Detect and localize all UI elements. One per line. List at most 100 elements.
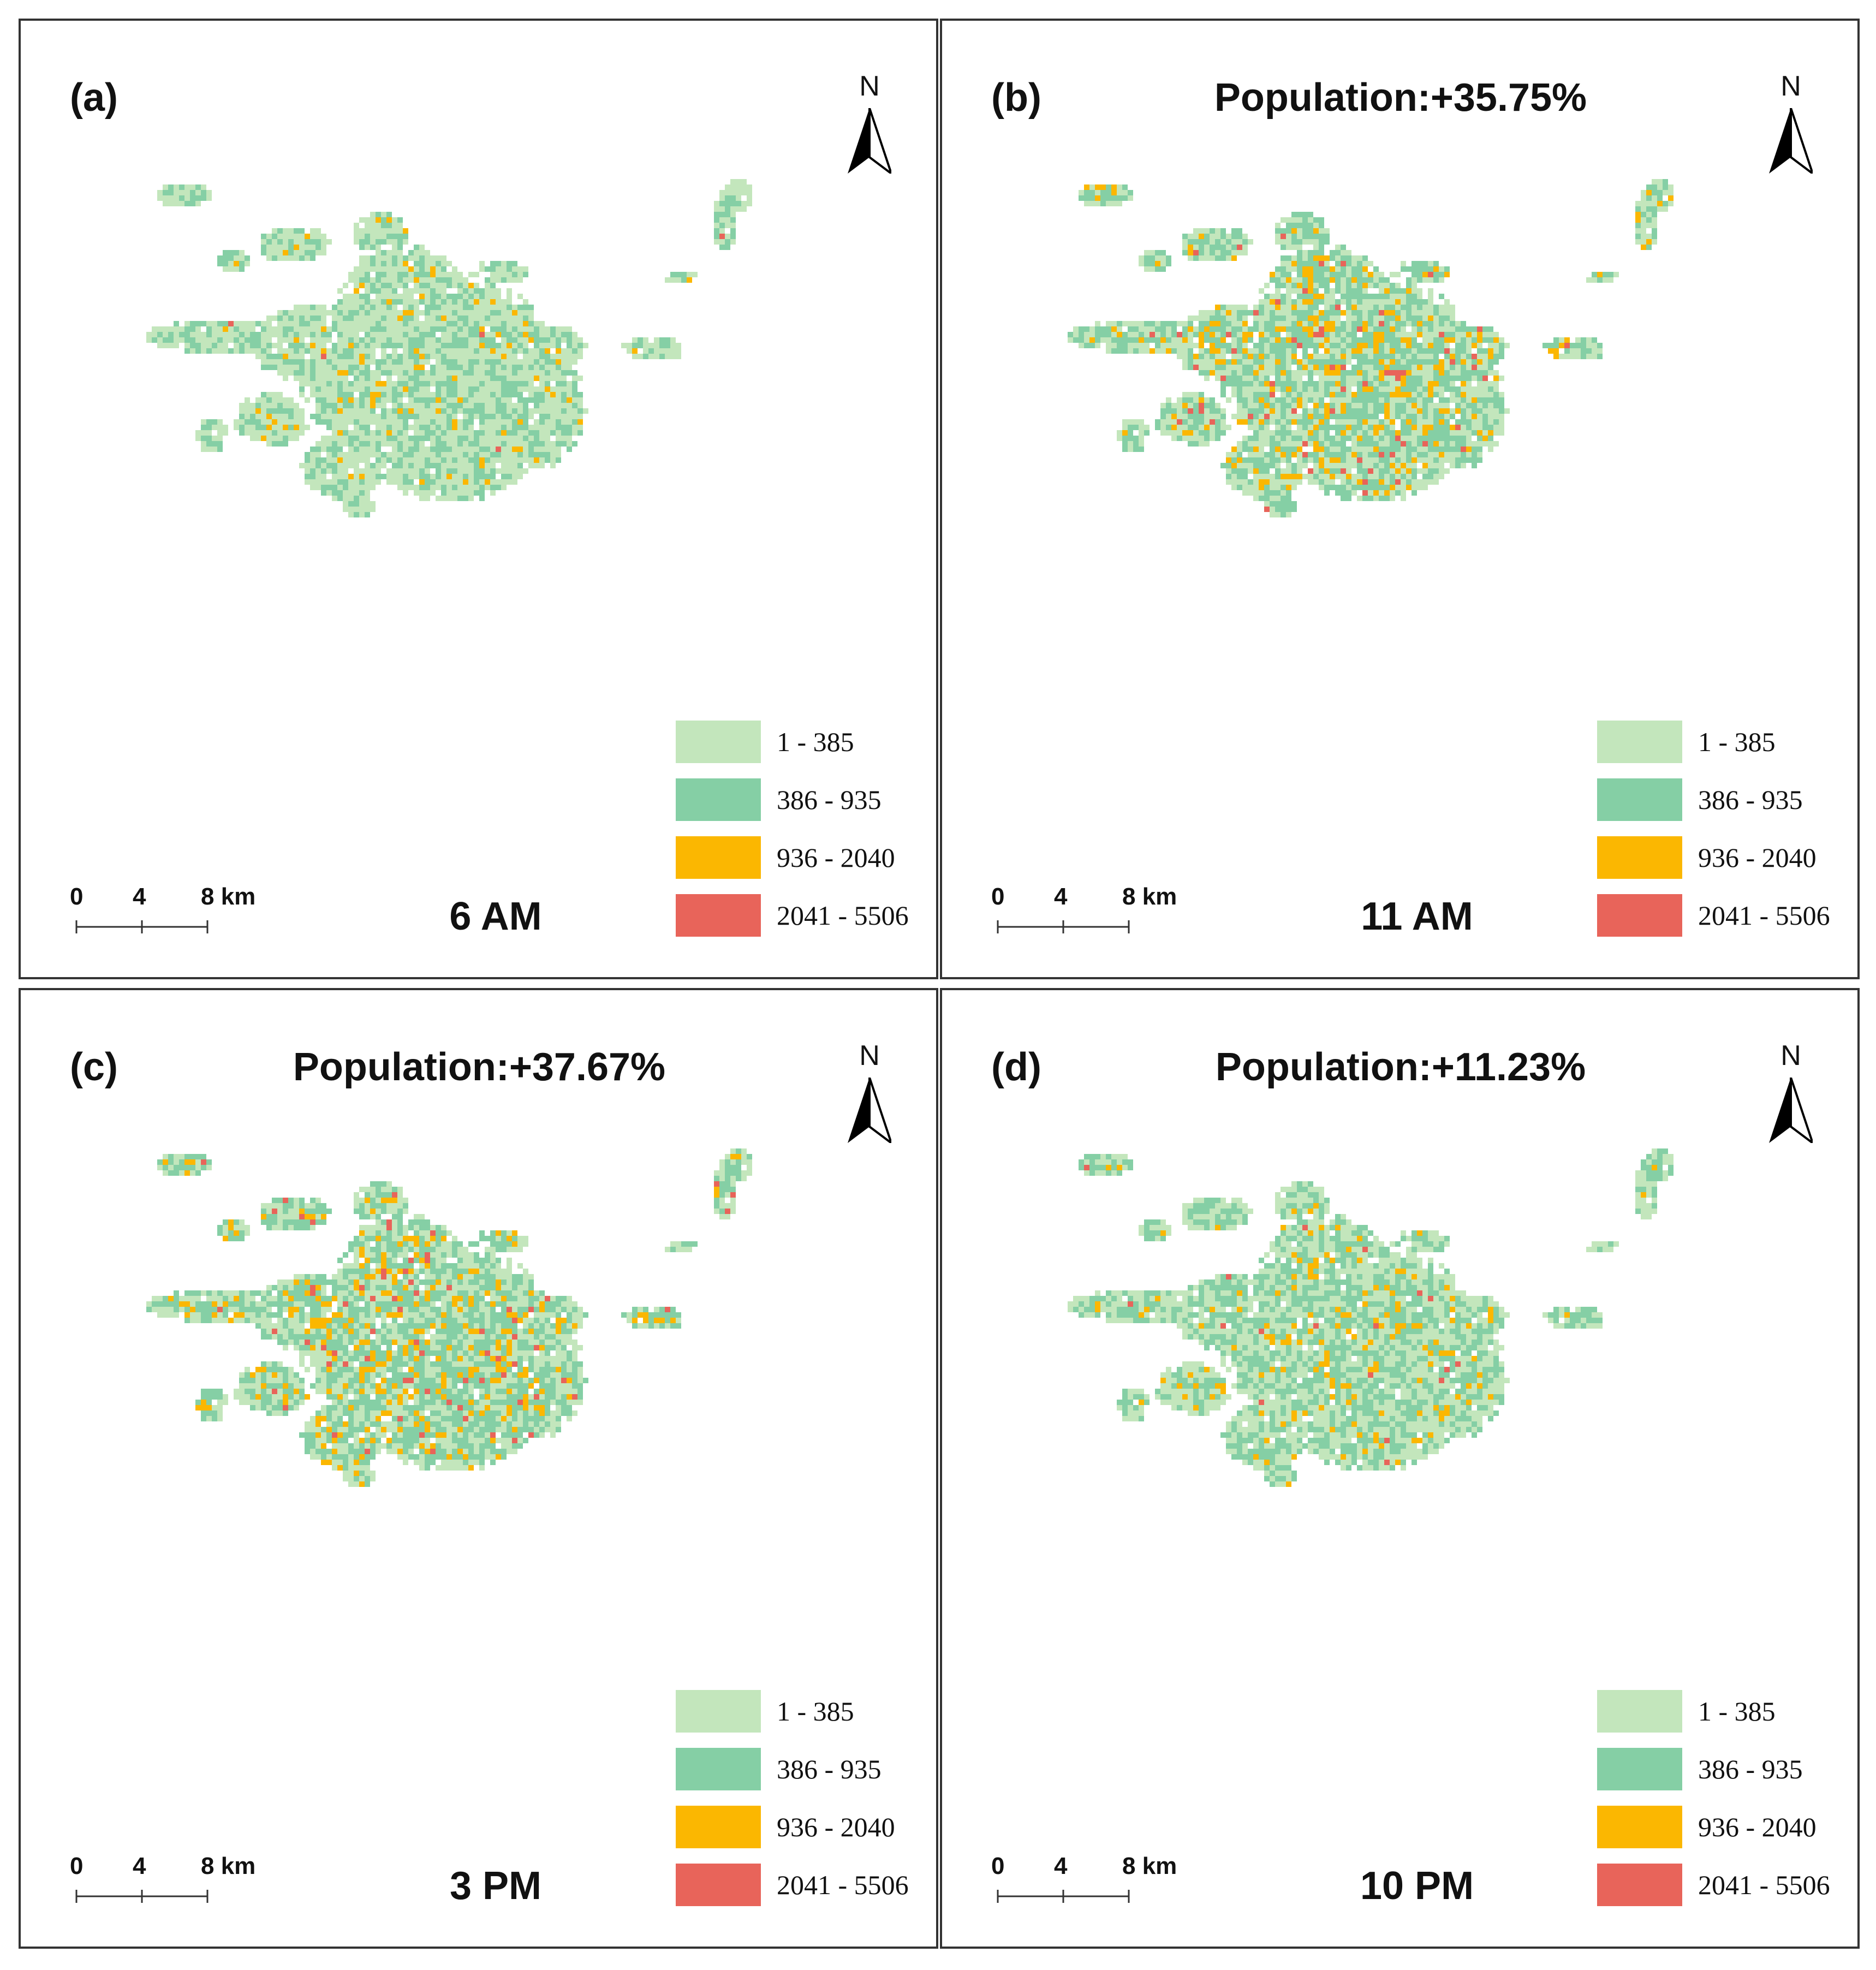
grid-cell <box>1259 436 1264 441</box>
grid-cell <box>288 321 294 326</box>
grid-cell <box>463 474 468 479</box>
grid-cell <box>1220 430 1226 436</box>
grid-cell <box>1226 255 1231 261</box>
grid-cell <box>627 343 632 348</box>
grid-cell <box>1362 403 1368 408</box>
grid-cell <box>419 457 425 463</box>
grid-cell <box>747 190 752 195</box>
grid-cell <box>692 272 698 277</box>
grid-cell <box>1455 441 1461 447</box>
grid-cell <box>1346 430 1351 436</box>
grid-cell <box>195 184 201 190</box>
grid-cell <box>1384 294 1390 299</box>
grid-cell <box>490 403 496 408</box>
grid-cell <box>1373 386 1379 392</box>
grid-cell <box>294 310 299 316</box>
grid-cell <box>1461 359 1466 365</box>
grid-cell <box>1412 414 1417 419</box>
grid-cell <box>1242 381 1248 386</box>
grid-cell <box>1308 228 1313 234</box>
grid-cell <box>479 463 485 468</box>
grid-cell <box>332 343 337 348</box>
grid-cell <box>501 310 507 316</box>
grid-cell <box>1286 376 1291 381</box>
grid-cell <box>310 239 315 245</box>
grid-cell <box>523 359 528 365</box>
grid-cell <box>1433 332 1439 337</box>
grid-cell <box>1564 348 1570 354</box>
grid-cell <box>1122 419 1128 425</box>
grid-cell <box>512 337 517 343</box>
grid-cell <box>223 261 228 266</box>
grid-cell <box>1231 239 1237 245</box>
grid-cell <box>381 343 386 348</box>
grid-cell <box>326 425 332 430</box>
grid-cell <box>1111 195 1117 201</box>
grid-cell <box>1357 463 1362 468</box>
grid-cell <box>299 354 305 359</box>
grid-cell <box>1335 474 1341 479</box>
grid-cell <box>1324 337 1330 343</box>
grid-cell <box>277 403 283 408</box>
grid-cell <box>425 447 430 452</box>
grid-cell <box>283 430 288 436</box>
grid-cell <box>1341 272 1346 277</box>
grid-cell <box>539 381 545 386</box>
grid-cell <box>1439 343 1444 348</box>
grid-cell <box>326 463 332 468</box>
grid-cell <box>736 1148 741 1154</box>
grid-cell <box>1450 463 1455 468</box>
grid-cell <box>550 343 556 348</box>
grid-cell <box>1586 348 1592 354</box>
grid-cell <box>1242 376 1248 381</box>
grid-cell <box>1253 408 1259 414</box>
grid-cell <box>1412 321 1417 326</box>
grid-cell <box>1428 468 1433 474</box>
grid-cell <box>490 272 496 277</box>
grid-cell <box>1379 359 1384 365</box>
grid-cell <box>261 414 266 419</box>
grid-cell <box>425 348 430 354</box>
grid-cell <box>561 332 567 337</box>
grid-cell <box>1166 414 1171 419</box>
grid-cell <box>485 386 490 392</box>
grid-cell <box>572 430 577 436</box>
grid-cell <box>1357 386 1362 392</box>
grid-cell <box>212 419 217 425</box>
grid-cell <box>1106 348 1111 354</box>
grid-cell <box>1362 310 1368 316</box>
grid-cell <box>1395 376 1401 381</box>
grid-cell <box>1488 392 1493 397</box>
grid-cell <box>1379 299 1384 305</box>
grid-cell <box>468 310 474 316</box>
grid-cell <box>1373 441 1379 447</box>
grid-cell <box>337 321 343 326</box>
grid-cell <box>457 397 463 403</box>
grid-cell <box>725 206 730 212</box>
grid-cell <box>1275 228 1281 234</box>
grid-cell <box>425 316 430 321</box>
grid-cell <box>1357 299 1362 305</box>
grid-cell <box>376 457 381 463</box>
grid-cell <box>1663 184 1668 190</box>
grid-cell <box>1341 354 1346 359</box>
grid-cell <box>315 234 321 239</box>
grid-cell <box>184 1165 190 1170</box>
grid-cell <box>381 316 386 321</box>
grid-cell <box>239 408 245 414</box>
grid-cell <box>359 310 365 316</box>
grid-cell <box>1466 408 1472 414</box>
grid-cell <box>1482 403 1488 408</box>
grid-cell <box>730 195 736 201</box>
grid-cell <box>376 447 381 452</box>
grid-cell <box>348 277 354 283</box>
grid-cell <box>277 354 283 359</box>
grid-cell <box>1351 408 1357 414</box>
grid-cell <box>1401 299 1406 305</box>
grid-cell <box>1401 479 1406 485</box>
grid-cell <box>1313 316 1319 321</box>
grid-cell <box>1395 326 1401 332</box>
grid-cell <box>1652 223 1657 228</box>
grid-cell <box>1401 332 1406 337</box>
grid-cell <box>436 496 441 501</box>
